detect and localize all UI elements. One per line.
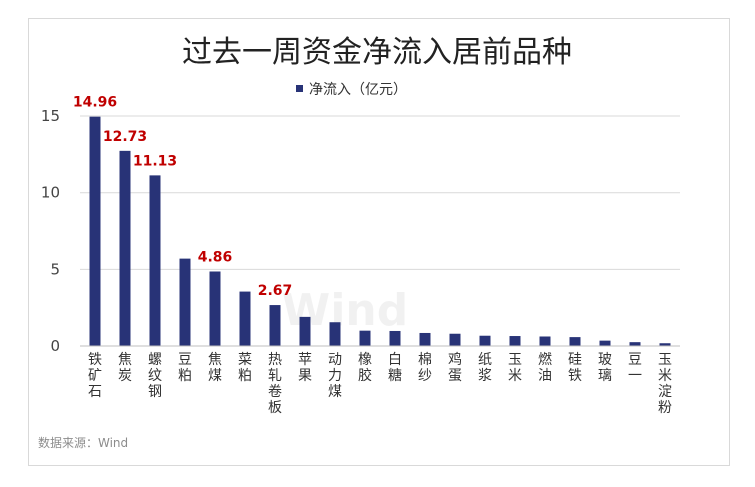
bar [359,330,371,346]
data-label: 11.13 [133,153,177,169]
category-label: 硅铁 [568,352,582,384]
bar [119,150,131,346]
data-label: 14.96 [73,95,117,111]
bar [569,337,581,346]
category-label: 玉米 [508,352,522,384]
legend: 净流入（亿元） [296,82,407,98]
bar [449,333,461,346]
legend-label: 净流入（亿元） [309,82,407,98]
bar [389,330,401,346]
y-tick-label: 0 [50,337,60,355]
data-label: 4.86 [198,249,233,265]
category-label: 动力煤 [328,352,342,400]
bar [479,335,491,346]
bar [539,336,551,346]
bar [329,322,341,346]
data-label: 12.73 [103,129,147,145]
bar [299,316,311,346]
category-label: 铁矿石 [88,352,102,400]
bar [599,340,611,346]
category-label: 鸡蛋 [448,351,462,384]
chart-title: 过去一周资金净流入居前品种 [182,35,572,70]
category-label: 纸浆 [478,352,492,384]
bars [89,116,671,346]
source-note: 数据来源：Wind [38,435,128,450]
data-label: 2.67 [258,283,293,299]
bar [179,258,191,346]
bar [149,175,161,346]
bar [419,332,431,346]
category-label: 焦炭 [118,352,132,384]
bar [509,336,521,346]
y-tick-label: 5 [50,260,60,278]
category-label: 焦煤 [208,352,222,384]
category-label: 燃油 [538,351,552,384]
chart-frame [28,18,730,466]
data-labels: 14.96 12.73 11.13 4.86 2.67 [73,95,292,299]
category-label: 豆一 [628,352,642,384]
bar [659,343,671,346]
legend-swatch [296,85,303,92]
category-label: 玉米淀粉 [658,352,672,416]
category-label: 热轧卷板 [268,352,282,416]
y-tick-label: 10 [41,184,60,202]
bar [629,342,641,346]
bar [269,305,281,346]
category-label: 菜粕 [238,352,252,384]
category-label: 棉纱 [418,351,432,384]
category-label: 苹果 [298,352,312,384]
category-label: 豆粕 [178,352,192,384]
category-label: 玻璃 [598,352,612,384]
category-label: 橡胶 [358,352,372,384]
bar [239,291,251,346]
category-label: 螺纹钢 [148,352,162,400]
bar [209,271,221,346]
y-axis-ticks: 0 5 10 15 [41,107,60,355]
bar [89,116,101,346]
category-label: 白糖 [388,352,402,384]
y-tick-label: 15 [41,107,60,125]
